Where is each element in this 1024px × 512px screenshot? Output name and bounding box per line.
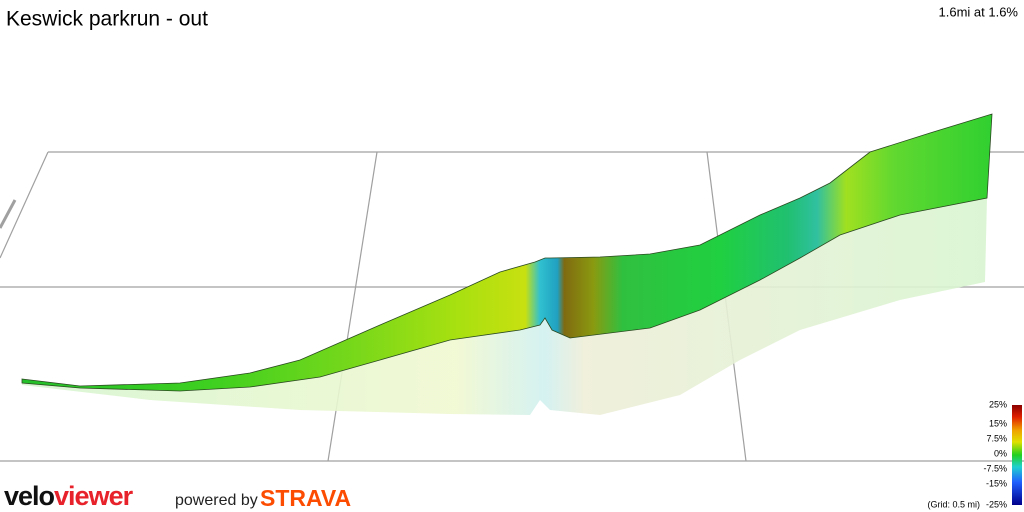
scale-label: 25%: [989, 399, 1007, 409]
scale-label: 7.5%: [986, 433, 1007, 443]
scale-label: 0%: [994, 448, 1007, 458]
powered-by: powered by: [175, 492, 258, 509]
logo-part: viewer: [54, 481, 134, 511]
profile-shadow: [22, 198, 987, 415]
logo-part: velo: [4, 481, 55, 511]
logo: veloviewer: [4, 481, 134, 511]
summary: 1.6mi at 1.6%: [939, 4, 1019, 19]
gradient-scale: [1012, 405, 1022, 505]
scale-label: 15%: [989, 418, 1007, 428]
profile-ribbon: [21, 113, 993, 392]
scale-label: -15%: [986, 478, 1007, 488]
scale-label: -25%: [986, 499, 1007, 509]
scale-label: -7.5%: [983, 463, 1007, 473]
strava-logo: STRAVA: [260, 485, 351, 511]
title: Keswick parkrun - out: [6, 8, 208, 31]
grid-note: (Grid: 0.5 mi): [927, 499, 980, 509]
